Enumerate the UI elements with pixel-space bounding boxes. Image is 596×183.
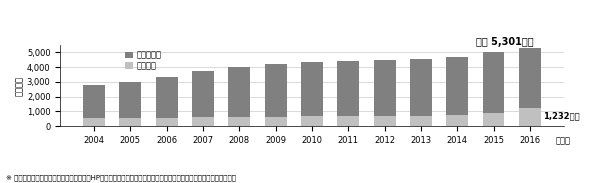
Bar <box>301 62 323 116</box>
Bar <box>410 116 432 126</box>
Text: 合計 5,301部隊: 合計 5,301部隊 <box>476 37 533 47</box>
Bar <box>483 113 504 126</box>
Text: 1,232部隊: 1,232部隊 <box>542 112 579 121</box>
Bar <box>83 85 105 118</box>
Bar <box>337 61 359 116</box>
Text: 図表30．緊急消防援助隊の部隊数推移: 図表30．緊急消防援助隊の部隊数推移 <box>4 6 118 16</box>
Bar <box>446 57 468 115</box>
Bar <box>483 52 504 113</box>
Bar <box>301 116 323 126</box>
Text: （年）: （年） <box>555 137 570 146</box>
Bar <box>192 71 214 117</box>
Text: ※ 「緊急消防援助隊とは」（総務省消防庁HP）及び「緊急消防援助隊の登録隊数」（総務省消防庁）より、筆者作成: ※ 「緊急消防援助隊とは」（総務省消防庁HP）及び「緊急消防援助隊の登録隊数」（… <box>6 175 236 181</box>
Bar <box>192 117 214 126</box>
Bar <box>83 118 105 126</box>
Bar <box>265 117 287 126</box>
Bar <box>374 60 396 116</box>
Bar <box>228 117 250 126</box>
Bar <box>519 48 541 108</box>
Bar <box>119 82 141 118</box>
Bar <box>156 77 178 118</box>
Bar <box>265 64 287 117</box>
Bar <box>337 116 359 126</box>
Bar <box>374 116 396 126</box>
Bar <box>410 59 432 116</box>
Bar <box>446 115 468 126</box>
Y-axis label: （部隊）: （部隊） <box>15 76 24 96</box>
Bar <box>156 118 178 126</box>
Bar <box>519 108 541 126</box>
Bar <box>228 67 250 117</box>
Legend: その他部隊, 救急部隊: その他部隊, 救急部隊 <box>125 51 162 70</box>
Bar <box>119 118 141 126</box>
